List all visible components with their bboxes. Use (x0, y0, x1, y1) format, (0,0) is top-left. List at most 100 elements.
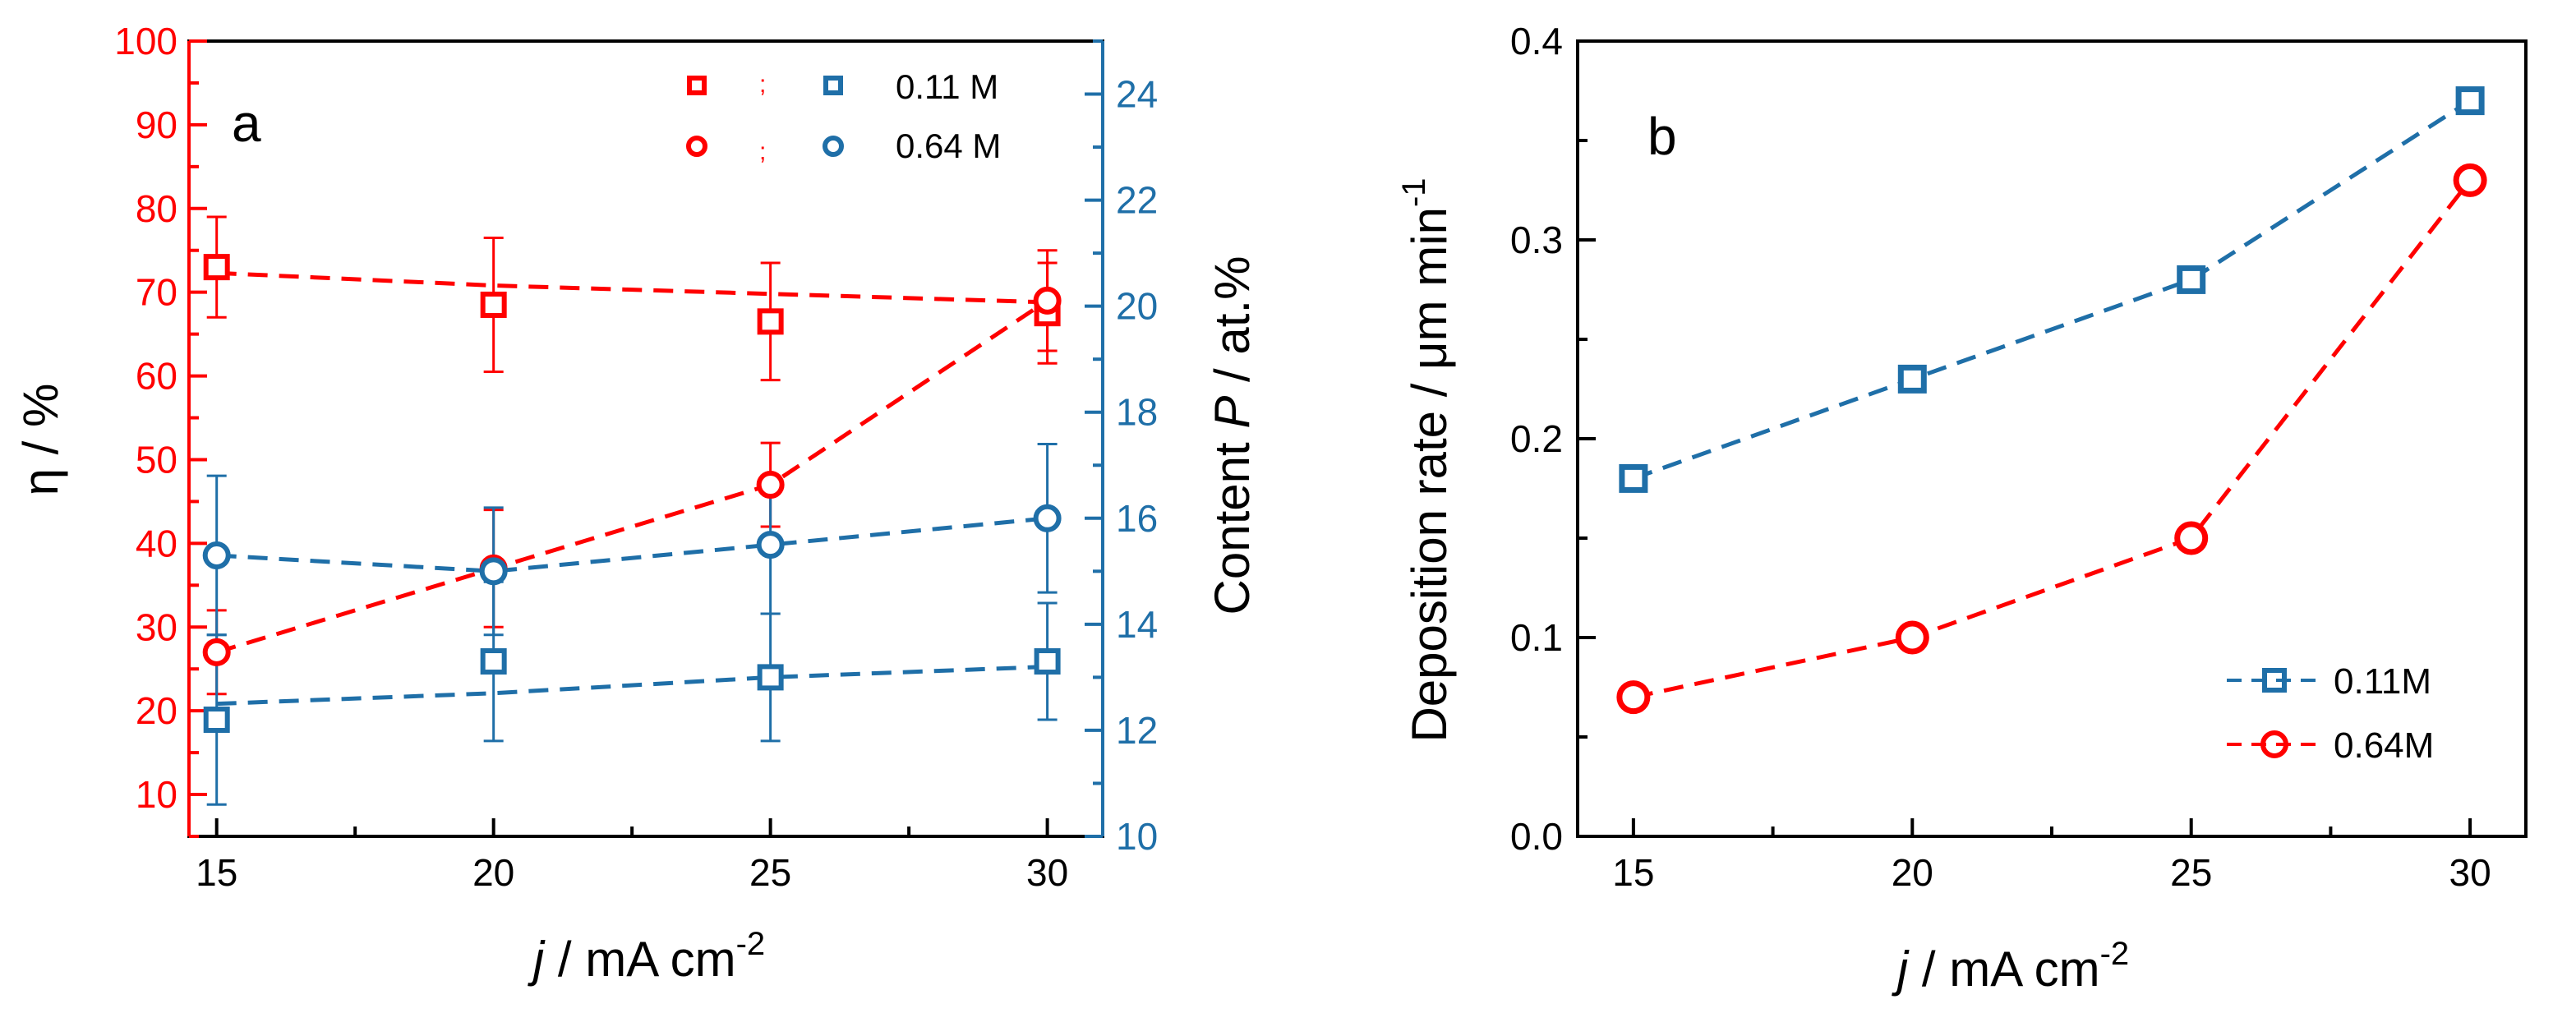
a-yleft-tick-label: 90 (136, 104, 177, 146)
legend-red-circle-marker (686, 136, 707, 157)
legend-label-064: 0.64 M (896, 127, 1001, 165)
a-yleft-tick-label: 50 (136, 438, 177, 481)
panel-b-letter: b (1647, 107, 1677, 166)
a-yright-tick-label: 18 (1116, 391, 1158, 434)
right-axis-title-suffix: / at.% (1205, 256, 1260, 396)
panel-b-y-title-sup: -1 (1396, 177, 1432, 207)
legend-separator-2: ; (759, 138, 766, 165)
panel-b-plot-frame (1576, 39, 2528, 838)
b-square-marker (1897, 364, 1927, 394)
panel-b-legend: 0.11M 0.64M (2227, 661, 2434, 766)
a-yright-tick-label: 16 (1116, 497, 1158, 540)
b-circle-marker (1895, 620, 1929, 655)
a-circle-marker (1033, 504, 1062, 532)
panel-b-x-title-sup: -2 (2100, 936, 2130, 972)
panel-a-data-points (202, 254, 1062, 734)
panel-b-y-title-text: Deposition rate / μm min (1402, 207, 1457, 742)
a-fit-line-series-0 (216, 270, 1048, 305)
a-square-marker (757, 308, 784, 335)
right-axis-title-italic: P (1205, 396, 1260, 429)
panel-b-x-title-italic: j (1892, 942, 1910, 997)
x-axis-title-text: / mA cm (544, 932, 735, 987)
a-yright-tick-label: 10 (1116, 815, 1158, 858)
a-circle-marker (202, 638, 231, 666)
a-fit-line-series-3 (216, 516, 1048, 573)
a-yleft-tick-label: 60 (136, 355, 177, 398)
b-series-line-1 (1633, 178, 2472, 700)
a-yright-tick-label: 12 (1116, 709, 1158, 752)
b-y-tick-label: 0.4 (1510, 20, 1563, 62)
a-yleft-tick-label: 70 (136, 271, 177, 314)
panel-b-ticks: 15 20 25 30 0.0 0.1 0.2 0.3 0.4 (1510, 20, 2491, 894)
a-yright-tick-label: 14 (1116, 603, 1158, 646)
legend-label-011: 0.11 M (896, 67, 998, 106)
b-circle-marker (1616, 680, 1651, 715)
b-y-tick-label: 0.3 (1510, 219, 1563, 261)
legend-b-marker-064 (2260, 730, 2288, 758)
panel-b: b Deposition rate / μm min-1 j / mA cm-2… (1396, 20, 2528, 997)
a-yleft-tick-label: 80 (136, 187, 177, 230)
b-series-line-0 (1633, 99, 2472, 481)
a-yleft-tick-label: 30 (136, 605, 177, 648)
b-x-tick-label: 20 (1892, 851, 1933, 894)
b-y-tick-label: 0.2 (1510, 417, 1563, 460)
a-yleft-tick-label: 40 (136, 522, 177, 564)
right-axis-title-prefix: Content (1205, 429, 1260, 615)
b-square-marker (2455, 86, 2485, 116)
legend-b-marker-011 (2262, 668, 2287, 693)
a-yleft-tick-label: 100 (114, 20, 177, 62)
b-y-tick-label: 0.1 (1510, 616, 1563, 659)
b-x-tick-label: 15 (1612, 851, 1654, 894)
panel-a-left-axis-title: η / % (13, 384, 68, 496)
a-circle-marker (1033, 286, 1062, 315)
b-y-tick-label: 0.0 (1510, 815, 1563, 858)
a-x-tick-label: 30 (1026, 851, 1068, 894)
a-square-marker (480, 648, 507, 675)
a-fit-line-series-1 (215, 298, 1048, 655)
panel-a-letter: a (232, 94, 261, 153)
a-x-tick-label: 20 (472, 851, 514, 894)
panel-a: a η / % Content P / at.% j / mA cm-2 ; 0… (13, 20, 1260, 987)
a-x-tick-label: 25 (749, 851, 791, 894)
panel-b-x-axis-title: j / mA cm-2 (1892, 936, 2129, 997)
panel-b-y-axis-title: Deposition rate / μm min-1 (1396, 177, 1457, 742)
a-yright-tick-label: 20 (1116, 285, 1158, 328)
a-square-marker (203, 707, 230, 734)
a-fit-line-series-2 (216, 664, 1048, 707)
panel-a-right-axis-title: Content P / at.% (1205, 256, 1260, 615)
b-square-marker (1619, 463, 1648, 493)
b-square-marker (2177, 265, 2206, 294)
panel-a-fit-lines (215, 270, 1048, 707)
a-yright-tick-label: 22 (1116, 179, 1158, 222)
panel-a-legend: ; 0.11 M ; 0.64 M (686, 67, 1001, 165)
panel-a-ticks: 15 20 25 30 10 20 30 40 50 60 70 80 90 100 10 12 14 16 18 2… (114, 20, 1158, 894)
legend-b-label-064: 0.64M (2334, 725, 2434, 766)
a-x-tick-label: 15 (196, 851, 237, 894)
legend-separator: ; (759, 71, 766, 98)
a-yleft-tick-label: 10 (136, 773, 177, 816)
x-axis-title-italic: j (528, 932, 546, 987)
a-square-marker (757, 664, 784, 691)
panel-a-error-bars (206, 215, 1058, 806)
panel-b-data-points (1616, 86, 2487, 715)
b-x-tick-label: 30 (2449, 851, 2491, 894)
a-yleft-tick-label: 20 (136, 689, 177, 732)
panel-b-lines (1633, 99, 2472, 700)
a-circle-marker (202, 541, 231, 569)
legend-blue-circle-marker (823, 136, 844, 157)
legend-b-label-011: 0.11M (2334, 661, 2431, 702)
a-yright-tick-label: 24 (1116, 73, 1158, 116)
x-axis-title-sup: -2 (736, 926, 766, 962)
a-circle-marker (756, 531, 785, 559)
a-square-marker (203, 254, 230, 281)
legend-red-square-marker (687, 76, 707, 95)
b-circle-marker (2453, 163, 2487, 197)
a-circle-marker (479, 557, 508, 586)
panel-a-x-axis-title: j / mA cm-2 (528, 926, 765, 987)
legend-blue-square-marker (823, 76, 843, 95)
b-circle-marker (2174, 521, 2209, 555)
a-circle-marker (756, 471, 785, 500)
b-x-tick-label: 25 (2170, 851, 2212, 894)
panel-b-x-title-text: / mA cm (1908, 942, 2099, 997)
